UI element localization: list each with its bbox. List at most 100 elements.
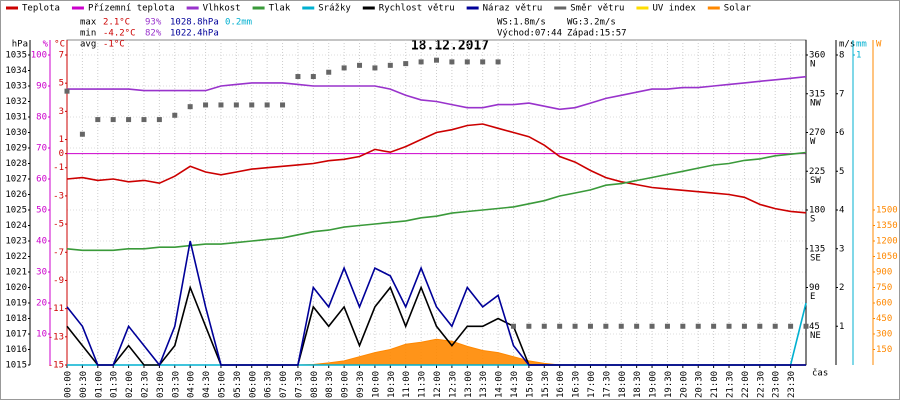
direction-point bbox=[295, 74, 301, 80]
direction-point bbox=[141, 117, 147, 123]
y-tick-label: 1032 bbox=[5, 97, 27, 107]
x-tick-label: 15:00 bbox=[525, 371, 535, 398]
y-tick-label: 1033 bbox=[5, 82, 27, 92]
y-tick-label: 20 bbox=[36, 299, 47, 309]
y-tick-label: 1031 bbox=[5, 113, 27, 123]
series-line bbox=[67, 75, 807, 111]
x-tick-label: 11:30 bbox=[418, 371, 428, 398]
stat-text: -4.2°C bbox=[103, 29, 136, 39]
y-tick-label: 45 bbox=[809, 322, 820, 332]
y-tick-label: -15 bbox=[48, 361, 64, 371]
x-axis-label: čas bbox=[812, 368, 828, 379]
wind-info: Východ:07:44 bbox=[497, 29, 562, 39]
compass-label: N bbox=[810, 60, 815, 70]
direction-point bbox=[587, 323, 593, 329]
x-tick-label: 19:00 bbox=[649, 371, 659, 398]
axis-unit: °C bbox=[54, 40, 65, 50]
x-tick-label: 16:00 bbox=[556, 371, 566, 398]
y-tick-label: -9 bbox=[53, 276, 64, 286]
axis-unit: % bbox=[43, 40, 49, 50]
x-tick-label: 22:30 bbox=[756, 371, 766, 398]
y-tick-label: 100 bbox=[31, 51, 47, 61]
direction-point bbox=[357, 62, 363, 68]
y-tick-label: 450 bbox=[876, 314, 892, 324]
direction-point bbox=[695, 323, 701, 329]
compass-label: S bbox=[810, 215, 815, 225]
y-tick-label: 40 bbox=[36, 237, 47, 247]
series-line bbox=[66, 151, 807, 252]
y-tick-label: 750 bbox=[876, 283, 892, 293]
wind-info: WG:3.2m/s bbox=[567, 18, 616, 28]
x-tick-label: 03:30 bbox=[171, 371, 181, 398]
direction-point bbox=[449, 59, 455, 65]
x-tick-label: 05:00 bbox=[217, 371, 227, 398]
x-tick-label: 20:00 bbox=[679, 371, 689, 398]
x-tick-label: 08:30 bbox=[325, 371, 335, 398]
direction-point bbox=[510, 323, 516, 329]
x-tick-label: 17:00 bbox=[587, 371, 597, 398]
direction-point bbox=[480, 59, 486, 65]
y-tick-label: 8 bbox=[839, 51, 844, 61]
y-tick-label: 1 bbox=[59, 135, 64, 145]
direction-point bbox=[264, 102, 270, 108]
x-tick-label: 09:00 bbox=[341, 371, 351, 398]
x-tick-label: 09:30 bbox=[356, 371, 366, 398]
stat-text: max bbox=[80, 18, 97, 28]
x-tick-label: 04:00 bbox=[187, 371, 197, 398]
direction-point bbox=[757, 323, 763, 329]
legend-label: Solar bbox=[724, 4, 752, 14]
y-tick-label: 30 bbox=[36, 268, 47, 278]
y-tick-label: 1023 bbox=[5, 237, 27, 247]
direction-point bbox=[772, 323, 778, 329]
direction-point bbox=[403, 61, 409, 67]
y-tick-label: 1035 bbox=[5, 51, 27, 61]
direction-point bbox=[95, 117, 101, 123]
direction-point bbox=[495, 59, 501, 65]
x-tick-label: 18:00 bbox=[618, 371, 628, 398]
direction-point bbox=[603, 323, 609, 329]
direction-point bbox=[680, 323, 686, 329]
direction-point bbox=[233, 102, 239, 108]
axis-unit: m/s bbox=[839, 40, 855, 50]
y-tick-label: -1 bbox=[53, 163, 64, 173]
x-tick-label: 04:30 bbox=[202, 371, 212, 398]
stat-text: 1028.8hPa bbox=[170, 18, 219, 28]
x-tick-label: 17:30 bbox=[602, 371, 612, 398]
y-tick-label: 1200 bbox=[876, 237, 898, 247]
direction-point bbox=[187, 104, 193, 110]
direction-point bbox=[203, 102, 209, 108]
direction-point bbox=[156, 117, 162, 123]
x-tick-label: 02:00 bbox=[125, 371, 135, 398]
compass-label: W bbox=[810, 137, 816, 147]
x-tick-label: 23:00 bbox=[772, 371, 782, 398]
stat-text: 0.2mm bbox=[225, 18, 252, 28]
x-tick-label: 07:30 bbox=[294, 371, 304, 398]
y-tick-label: 1016 bbox=[5, 345, 27, 355]
series-line bbox=[66, 240, 806, 367]
compass-label: E bbox=[810, 292, 815, 302]
y-tick-label: 1026 bbox=[5, 190, 27, 200]
x-tick-label: 12:00 bbox=[433, 371, 443, 398]
y-tick-label: 1034 bbox=[5, 66, 27, 76]
direction-point bbox=[218, 102, 224, 108]
y-tick-label: 1027 bbox=[5, 175, 27, 185]
x-tick-label: 22:00 bbox=[741, 371, 751, 398]
x-tick-label: 13:00 bbox=[464, 371, 474, 398]
x-tick-label: 20:30 bbox=[695, 371, 705, 398]
x-tick-label: 10:30 bbox=[387, 371, 397, 398]
legend-label: Srážky bbox=[318, 4, 351, 14]
direction-point bbox=[803, 323, 809, 329]
direction-point bbox=[726, 323, 732, 329]
stat-text: 82% bbox=[145, 29, 162, 39]
y-tick-label: 2 bbox=[839, 283, 844, 293]
direction-point bbox=[387, 62, 393, 68]
direction-point bbox=[280, 102, 286, 108]
y-tick-label: 60 bbox=[36, 175, 47, 185]
y-tick-label: 7 bbox=[59, 51, 64, 61]
x-tick-label: 00:00 bbox=[64, 371, 74, 398]
y-tick-label: 3 bbox=[59, 107, 64, 117]
wind-info: WS:1.8m/s bbox=[497, 18, 546, 28]
compass-label: SE bbox=[810, 253, 821, 263]
y-tick-label: 7 bbox=[839, 89, 844, 99]
direction-point bbox=[249, 102, 255, 108]
